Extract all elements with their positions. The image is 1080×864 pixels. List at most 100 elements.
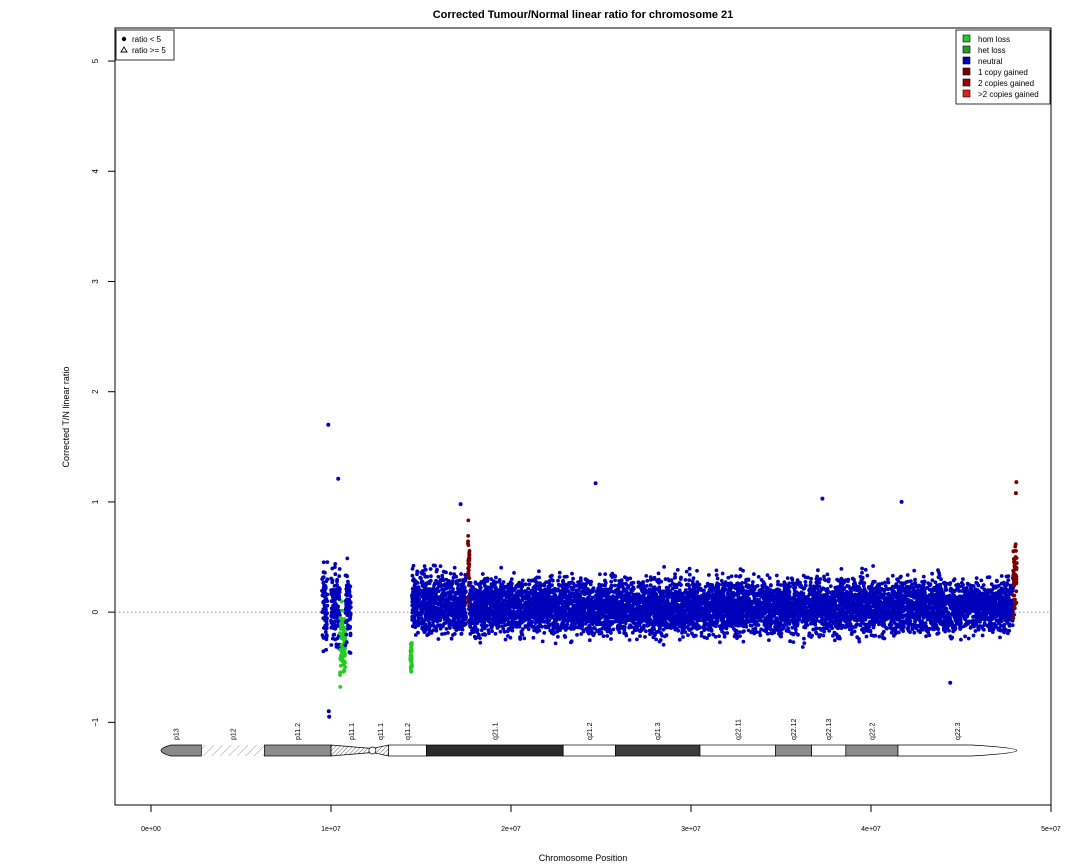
data-point xyxy=(344,632,349,637)
data-point xyxy=(526,586,531,591)
data-point xyxy=(433,613,438,618)
data-point xyxy=(429,631,434,635)
data-point xyxy=(422,564,427,568)
data-point xyxy=(759,578,764,582)
data-point xyxy=(412,620,417,625)
data-point xyxy=(452,565,457,570)
data-point xyxy=(323,630,328,634)
data-point xyxy=(587,638,592,643)
data-point xyxy=(340,624,345,628)
data-point xyxy=(439,608,444,613)
data-point xyxy=(457,627,462,631)
data-point xyxy=(570,571,574,576)
data-point xyxy=(757,630,762,635)
data-point xyxy=(895,577,899,582)
data-point xyxy=(320,588,324,593)
data-point xyxy=(871,625,876,630)
data-point xyxy=(930,571,934,576)
data-point xyxy=(648,578,653,582)
data-point xyxy=(454,590,459,595)
data-point xyxy=(438,624,442,629)
data-point xyxy=(411,563,416,568)
data-point xyxy=(924,634,928,639)
data-point xyxy=(808,580,813,585)
data-point xyxy=(527,582,532,587)
data-point xyxy=(412,595,416,600)
data-point xyxy=(603,572,608,576)
data-point xyxy=(687,578,692,582)
data-point xyxy=(424,592,428,596)
data-point xyxy=(674,626,679,631)
data-point xyxy=(347,591,352,596)
data-point xyxy=(424,607,428,612)
data-point xyxy=(429,574,433,579)
data-point xyxy=(337,574,342,578)
data-point xyxy=(415,619,420,624)
data-point xyxy=(425,574,430,579)
data-point xyxy=(699,630,704,635)
data-point xyxy=(348,633,353,638)
data-point xyxy=(448,626,452,630)
data-point xyxy=(344,583,349,588)
data-point xyxy=(863,567,868,572)
data-point xyxy=(426,595,431,600)
data-point xyxy=(454,579,459,584)
data-point xyxy=(413,611,418,615)
data-point xyxy=(899,589,903,594)
data-point xyxy=(906,629,911,633)
data-point xyxy=(343,665,347,669)
data-point xyxy=(429,591,434,596)
data-point xyxy=(333,583,338,588)
data-point xyxy=(434,578,438,583)
data-point xyxy=(877,634,882,639)
data-point xyxy=(499,565,504,570)
data-point xyxy=(597,582,602,587)
data-point xyxy=(628,576,633,581)
data-point xyxy=(722,634,727,639)
data-point xyxy=(458,587,463,592)
data-point xyxy=(345,609,350,613)
data-point xyxy=(463,621,467,626)
data-point xyxy=(416,630,420,635)
data-point xyxy=(454,628,459,632)
data-point xyxy=(338,670,342,675)
data-point xyxy=(551,632,556,636)
data-point xyxy=(501,580,506,584)
data-point xyxy=(344,592,348,597)
data-point xyxy=(433,599,438,604)
data-point xyxy=(464,614,468,619)
data-point xyxy=(410,599,415,604)
data-point xyxy=(419,607,423,612)
data-point xyxy=(442,598,446,602)
data-point xyxy=(791,640,796,644)
data-point xyxy=(343,599,348,604)
data-point xyxy=(413,582,418,586)
data-point xyxy=(764,629,768,634)
chart-title: Corrected Tumour/Normal linear ratio for… xyxy=(433,9,734,21)
data-point xyxy=(409,641,414,645)
data-point xyxy=(431,563,436,568)
data-point xyxy=(348,611,352,615)
data-point xyxy=(687,572,692,577)
data-point xyxy=(463,601,467,606)
data-point xyxy=(644,574,649,578)
data-point xyxy=(658,638,663,642)
data-point xyxy=(523,582,528,587)
data-point xyxy=(444,605,448,610)
data-point xyxy=(734,574,738,578)
data-point xyxy=(416,585,421,589)
data-point xyxy=(431,620,435,625)
data-point xyxy=(329,599,334,604)
data-point xyxy=(827,577,831,582)
data-point xyxy=(456,604,460,609)
data-point xyxy=(344,640,349,645)
data-point xyxy=(344,619,348,624)
data-point xyxy=(335,579,339,584)
data-point xyxy=(480,572,485,576)
data-point xyxy=(348,616,353,621)
data-point xyxy=(331,610,335,615)
data-point xyxy=(971,633,976,638)
data-point xyxy=(452,572,456,577)
data-point xyxy=(337,567,342,571)
